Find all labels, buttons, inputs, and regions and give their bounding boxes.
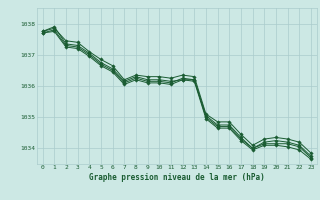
X-axis label: Graphe pression niveau de la mer (hPa): Graphe pression niveau de la mer (hPa): [89, 173, 265, 182]
